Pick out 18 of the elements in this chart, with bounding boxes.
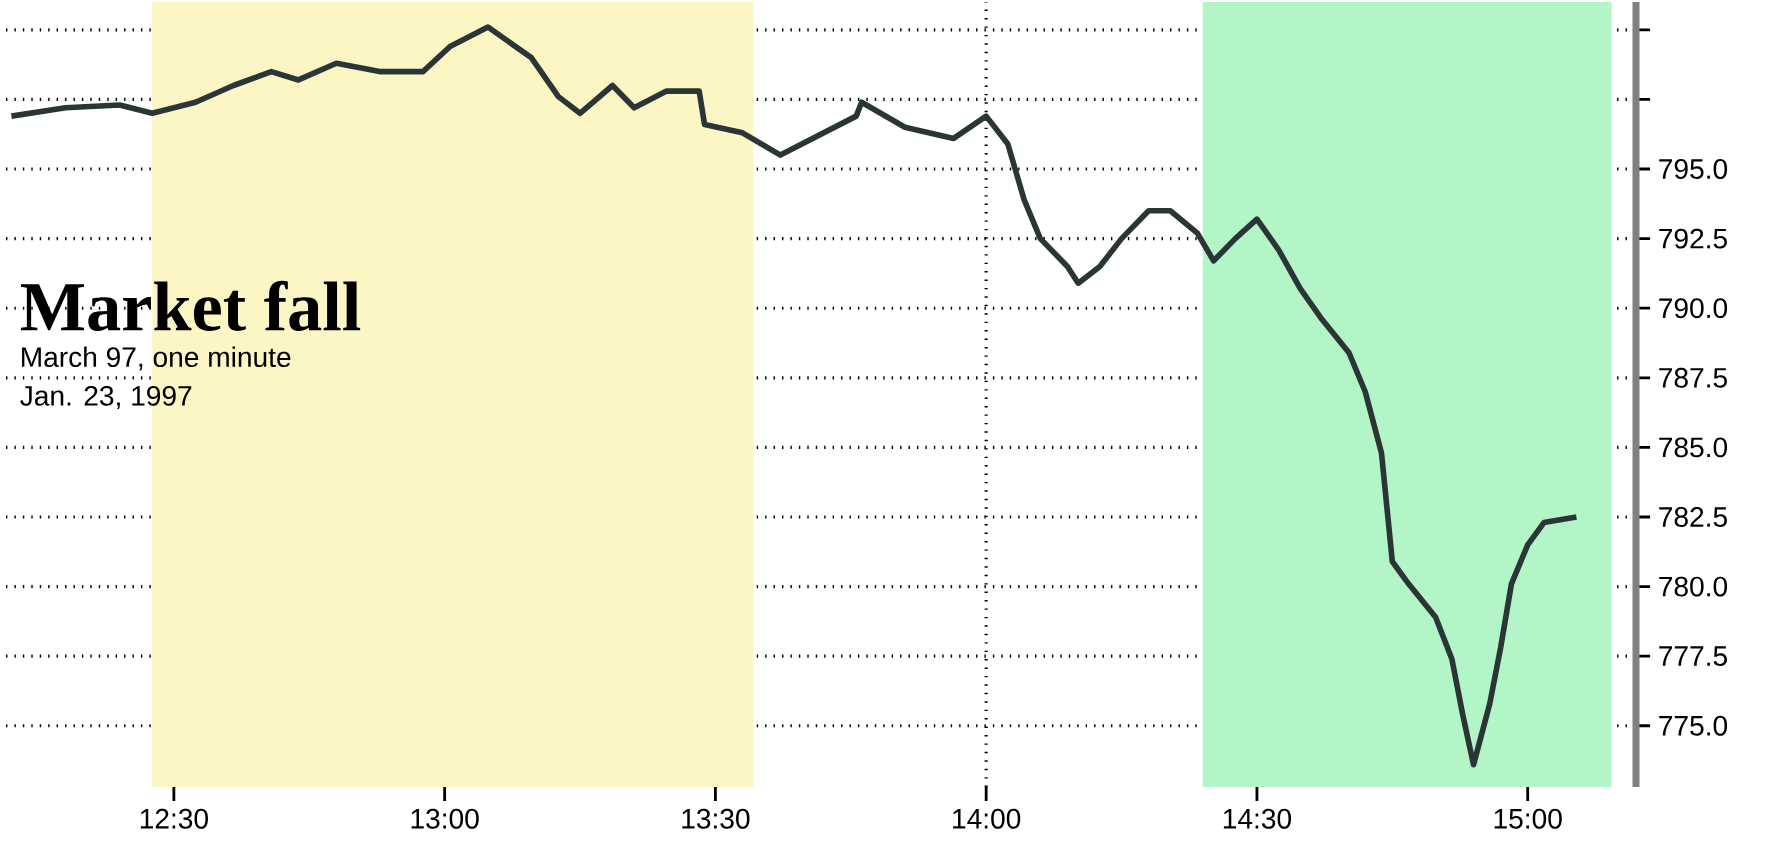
text: March 97, one minute — [22, 346, 291, 371]
x-tick-label: 14:00 — [953, 808, 1021, 829]
y-tick-label: 780.0 — [1659, 576, 1728, 597]
y-tick-label: 787.5 — [1659, 367, 1727, 388]
annotation: Jan. 23, 1997 — [20, 385, 192, 410]
x-tick-label: 12:30 — [140, 808, 208, 829]
x-tick-label: 14:30 — [1223, 808, 1292, 829]
y-tick-label: 785.0 — [1659, 437, 1728, 458]
x-tick-label: 13:30 — [682, 808, 750, 829]
text: Market fall — [20, 280, 361, 331]
y-tick-label: 777.5 — [1659, 646, 1727, 666]
y-tick-label: 790.0 — [1659, 298, 1728, 319]
y-tick-label: 775.0 — [1659, 715, 1728, 736]
y-tick-label: 782.5 — [1659, 507, 1727, 527]
y-tick-label: 795.0 — [1659, 159, 1728, 179]
x-tick-label: 13:00 — [411, 808, 479, 829]
x-tick-label: 15:00 — [1494, 808, 1562, 829]
y-tick-label: 792.5 — [1659, 228, 1727, 249]
